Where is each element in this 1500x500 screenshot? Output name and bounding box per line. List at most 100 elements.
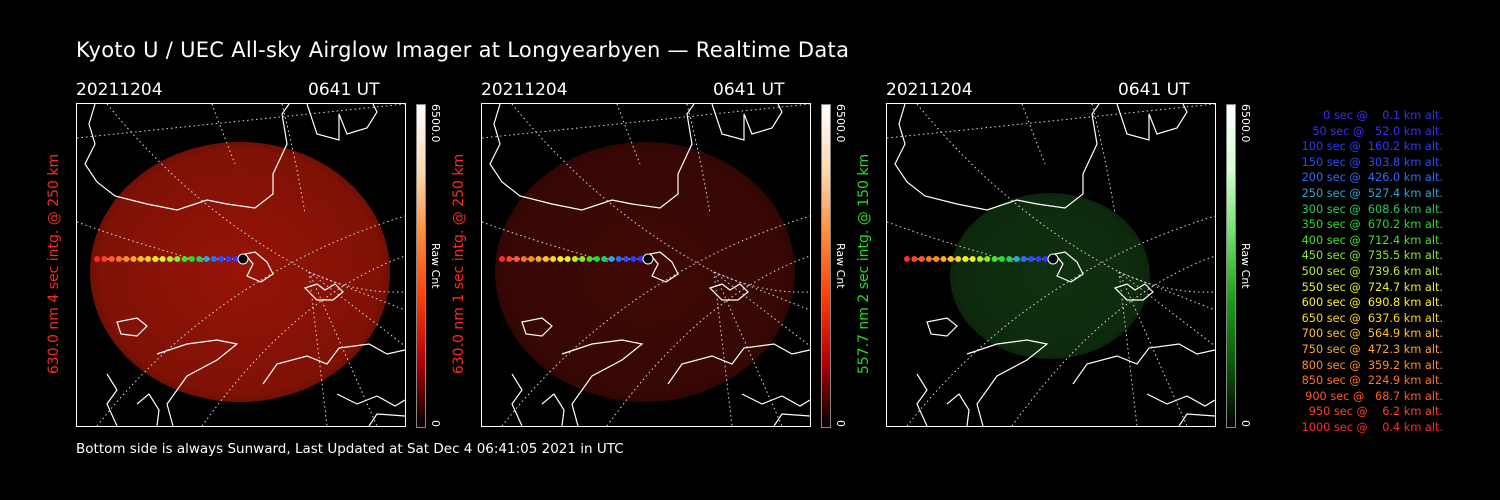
legend-entry: 800 sec @ 359.2 km alt.: [1297, 358, 1443, 372]
trajectory-point: [642, 253, 654, 265]
image-panel-3: 20211204 0641 UT 557.7 nm 2 sec intg. @ …: [856, 80, 1276, 430]
legend-entry: 900 sec @ 68.7 km alt.: [1301, 389, 1443, 403]
legend-entry: 100 sec @ 160.2 km alt.: [1297, 140, 1443, 154]
latitude-line: [106, 104, 405, 293]
latitude-line: [1011, 255, 1215, 426]
longitude-line: [211, 104, 236, 165]
trajectory-point: [593, 256, 600, 262]
trajectory-point: [962, 256, 969, 262]
altitude-time-legend: 0 sec @ 0.1 km alt. 50 sec @ 52.0 km alt…: [1258, 108, 1443, 435]
coastline: [966, 339, 1049, 426]
trajectory-point: [542, 256, 549, 262]
latitude-line: [606, 255, 810, 426]
trajectory-point: [557, 256, 564, 262]
longitude-line: [482, 104, 810, 139]
legend-entry: 1000 sec @ 0.4 km alt.: [1301, 420, 1443, 434]
longitude-line: [887, 104, 1215, 139]
airglow-image: [950, 193, 1150, 359]
colorbar-unit-label: Raw Cnt: [834, 243, 847, 289]
trajectory-point: [1042, 256, 1049, 262]
coastline: [667, 343, 810, 385]
legend-entry: 700 sec @ 564.9 km alt.: [1297, 327, 1443, 341]
trajectory-point: [152, 256, 159, 262]
panel-wavelength-label: 630.0 nm 4 sec intg. @ 250 km: [46, 153, 62, 375]
latitude-line: [77, 221, 206, 263]
coastline: [894, 104, 1100, 211]
trajectory-point: [955, 256, 962, 262]
coastline: [711, 104, 783, 141]
image-panel-1: 20211204 0641 UT 630.0 nm 4 sec intg. @ …: [46, 80, 466, 430]
legend-entry: 950 sec @ 6.2 km alt.: [1305, 405, 1443, 419]
allsky-map: [482, 104, 810, 426]
trajectory-point: [1035, 256, 1042, 262]
allsky-map: [887, 104, 1215, 426]
trajectory-point: [925, 256, 932, 262]
colorbar-max-label: 6500.0: [1239, 104, 1252, 143]
trajectory-point: [499, 256, 505, 262]
trajectory-point: [137, 256, 144, 262]
trajectory-point: [237, 253, 249, 265]
colorbar-min-label: 0: [429, 420, 442, 427]
trajectory-point: [1028, 256, 1035, 262]
colorbar: [821, 104, 831, 428]
trajectory-point: [564, 256, 571, 262]
coastline: [521, 317, 553, 337]
trajectory-point: [947, 256, 954, 262]
trajectory-point: [203, 256, 210, 262]
trajectory-point: [984, 256, 991, 262]
trajectory-point: [572, 256, 578, 262]
latitude-line: [887, 221, 1016, 263]
legend-entry: 400 sec @ 712.4 km alt.: [1297, 233, 1443, 247]
coastline: [561, 339, 644, 426]
latitude-line: [482, 221, 611, 263]
allsky-image: [886, 103, 1216, 427]
colorbar-unit-label: Raw Cnt: [1239, 243, 1252, 289]
panel-time: 0641 UT: [713, 80, 785, 100]
trajectory-point: [174, 256, 181, 262]
coastline: [243, 251, 274, 283]
colorbar: [416, 104, 426, 428]
panel-wavelength-label: 557.7 nm 2 sec intg. @ 150 km: [856, 153, 872, 375]
coastline: [741, 393, 810, 426]
legend-entry: 150 sec @ 303.8 km alt.: [1297, 155, 1443, 169]
longitude-line: [308, 271, 405, 311]
trajectory-point: [101, 256, 108, 262]
coastline: [262, 343, 405, 385]
trajectory-point: [123, 256, 130, 262]
trajectory-point: [145, 256, 152, 262]
trajectory-point: [940, 256, 947, 262]
trajectory-point: [637, 256, 644, 262]
latitude-line: [511, 104, 810, 293]
trajectory-point: [1020, 256, 1027, 262]
longitude-line: [1118, 271, 1215, 311]
coastline: [916, 373, 970, 426]
longitude-line: [1118, 271, 1138, 426]
latitude-line: [916, 104, 1215, 293]
allsky-image: [481, 103, 811, 427]
trajectory-point: [615, 256, 622, 262]
trajectory-point: [506, 256, 513, 262]
airglow-image: [90, 142, 390, 402]
legend-entry: 50 sec @ 52.0 km alt.: [1305, 124, 1443, 138]
longitude-line: [1021, 104, 1046, 165]
trajectory-point: [115, 256, 122, 262]
trajectory-point: [528, 256, 535, 262]
colorbar: [1226, 104, 1236, 428]
colorbar-max-label: 6500.0: [429, 104, 442, 143]
trajectory-point: [601, 256, 608, 262]
legend-entry: 250 sec @ 527.4 km alt.: [1297, 186, 1443, 200]
legend-entry: 650 sec @ 637.6 km alt.: [1297, 311, 1443, 325]
trajectory-point: [550, 256, 557, 262]
panel-date: 20211204: [481, 80, 568, 100]
trajectory-point: [1047, 253, 1059, 265]
trajectory-point: [1013, 256, 1020, 262]
longitude-line: [713, 271, 733, 426]
colorbar-min-label: 0: [1239, 420, 1252, 427]
image-panel-2: 20211204 0641 UT 630.0 nm 1 sec intg. @ …: [451, 80, 871, 430]
longitude-line: [1091, 104, 1116, 215]
page-title: Kyoto U / UEC All-sky Airglow Imager at …: [76, 38, 850, 62]
trajectory-point: [520, 256, 527, 262]
trajectory-point: [196, 256, 203, 262]
coastline: [1053, 251, 1084, 283]
longitude-line: [686, 104, 711, 215]
